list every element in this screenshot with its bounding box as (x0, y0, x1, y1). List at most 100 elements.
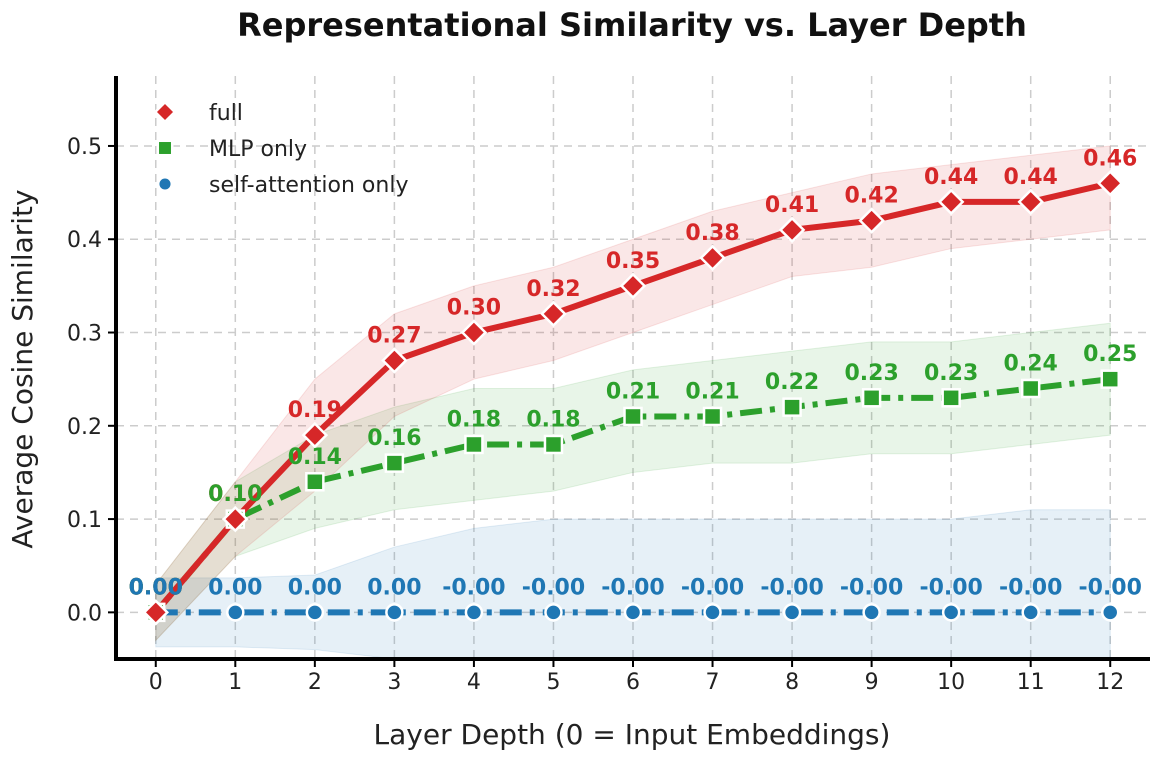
data-point (464, 603, 484, 622)
data-label: -0.00 (442, 575, 505, 600)
data-point (543, 434, 564, 455)
data-point (1017, 188, 1044, 216)
x-tick-label: 11 (1017, 670, 1045, 695)
data-label: 0.21 (606, 379, 660, 404)
data-label: 0.10 (208, 482, 262, 507)
data-point (305, 603, 325, 622)
data-point (226, 603, 245, 622)
data-point (1100, 369, 1120, 389)
data-label: -0.00 (840, 575, 903, 600)
y-tick-label: 0.1 (67, 508, 102, 533)
data-label: 0.44 (1004, 165, 1058, 190)
data-point (702, 406, 723, 427)
data-label: 0.21 (685, 379, 739, 404)
x-tick-label: 3 (387, 670, 401, 695)
data-label: 0.22 (765, 370, 819, 395)
x-tick-label: 4 (467, 670, 481, 695)
data-point (544, 603, 563, 622)
data-label: -0.00 (999, 575, 1062, 600)
data-label: 0.42 (844, 184, 898, 209)
data-point (703, 603, 722, 622)
data-point (305, 472, 325, 492)
data-point (1100, 603, 1120, 622)
data-point (937, 188, 965, 216)
data-label: -0.00 (601, 575, 664, 600)
y-axis-label: Average Cosine Similarity (6, 189, 39, 548)
x-tick-label: 0 (149, 670, 163, 695)
data-point (862, 603, 881, 622)
data-point (1096, 170, 1124, 197)
data-label: 0.10 (208, 482, 262, 507)
legend-label: full (209, 101, 243, 126)
y-tick-label: 0.0 (67, 601, 102, 626)
data-label: 0.16 (367, 426, 421, 451)
data-point (1021, 603, 1040, 622)
data-point (782, 397, 802, 417)
data-label: -0.00 (522, 575, 585, 600)
data-label: 0.25 (1083, 342, 1137, 367)
legend-label: MLP only (209, 137, 307, 162)
y-tick-label: 0.2 (67, 415, 102, 440)
data-label: -0.00 (760, 575, 823, 600)
series-markers (142, 170, 1124, 626)
data-label: 0.00 (288, 575, 342, 600)
data-point (540, 300, 567, 328)
x-tick-label: 10 (937, 670, 965, 695)
data-point (858, 207, 885, 234)
confidence-band (155, 145, 1111, 642)
y-tick-label: 0.3 (67, 322, 102, 347)
y-tick-label: 0.5 (67, 135, 102, 160)
legend: full MLP only self-attention only (153, 100, 408, 198)
data-point (222, 505, 249, 533)
legend-marker (153, 100, 177, 124)
legend-label: self-attention only (209, 173, 408, 198)
x-tick-label: 5 (546, 670, 560, 695)
data-label: -0.00 (1079, 575, 1142, 600)
data-label: 0.24 (1004, 351, 1058, 376)
x-ticks: 0 1 2 3 4 5 6 7 8 9 10 11 12 (149, 659, 1124, 695)
x-tick-label: 6 (626, 670, 640, 695)
x-tick-label: 7 (706, 670, 720, 695)
data-label: 0.00 (129, 575, 183, 600)
data-label: 0.14 (288, 445, 342, 470)
data-label: 0.18 (447, 407, 501, 432)
data-label: 0.30 (447, 296, 501, 321)
data-label: 0.00 (367, 575, 421, 600)
data-labels: 0.00 0.10 0.19 0.27 0.30 0.32 0.35 0.38 0.41 0.42… (129, 146, 1142, 600)
legend-marker (156, 139, 174, 157)
data-label: 0.00 (208, 575, 262, 600)
data-label: -0.00 (681, 575, 744, 600)
x-axis-label: Layer Depth (0 = Input Embeddings) (374, 718, 891, 751)
data-point (861, 388, 882, 408)
data-label: 0.32 (526, 277, 580, 302)
data-label: 0.35 (606, 249, 660, 274)
y-tick-label: 0.4 (67, 228, 102, 253)
data-label: 0.00 (129, 575, 183, 600)
data-point (381, 347, 408, 374)
data-point (941, 388, 961, 408)
data-label: -0.00 (919, 575, 982, 600)
data-point (384, 453, 405, 473)
data-label: 0.27 (367, 324, 421, 349)
x-tick-label: 8 (785, 670, 799, 695)
x-tick-label: 12 (1096, 670, 1124, 695)
data-label: 0.00 (129, 575, 183, 600)
data-point (782, 603, 802, 622)
data-label: 0.46 (1083, 146, 1137, 171)
data-label: 0.41 (765, 193, 819, 218)
data-label: 0.38 (685, 221, 739, 246)
data-point (460, 319, 488, 346)
data-point (142, 599, 170, 626)
data-point (1020, 378, 1041, 399)
data-label: 0.23 (844, 361, 898, 386)
data-label: 0.19 (288, 398, 342, 423)
data-point (301, 421, 329, 449)
chart-title: Representational Similarity vs. Layer De… (237, 6, 1027, 44)
data-point (385, 603, 404, 622)
data-point (941, 603, 961, 622)
data-point (464, 434, 484, 455)
data-point (623, 406, 643, 427)
data-label: 0.23 (924, 361, 978, 386)
x-tick-label: 2 (308, 670, 322, 695)
